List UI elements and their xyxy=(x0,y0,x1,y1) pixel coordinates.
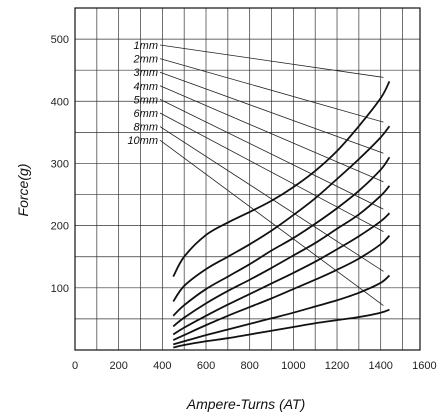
x-tick-label: 1600 xyxy=(412,360,436,372)
legend-label-3mm: 3mm xyxy=(134,67,158,79)
legend-leader-1mm xyxy=(159,44,384,78)
x-axis-ticks: 0 200 400 600 800 1000 1200 1400 1600 xyxy=(72,360,437,372)
x-tick-label: 200 xyxy=(109,360,127,372)
x-tick-label: 1200 xyxy=(325,360,349,372)
series-line-8mm xyxy=(173,274,391,346)
legend-leader-6mm xyxy=(159,112,384,232)
y-axis-label: Force(g) xyxy=(15,164,31,217)
grid-lines xyxy=(75,8,420,350)
series-line-4mm xyxy=(172,185,391,328)
x-tick-label: 1400 xyxy=(368,360,392,372)
series-line-5mm xyxy=(172,212,391,336)
y-axis-ticks: 100 200 300 400 500 xyxy=(51,34,69,295)
plot-frame xyxy=(74,7,421,351)
legend-label-4mm: 4mm xyxy=(134,81,158,93)
legend-leader-2mm xyxy=(159,58,384,123)
legend-label-8mm: 8mm xyxy=(134,122,158,134)
y-tick-label: 500 xyxy=(51,34,69,46)
legend-leader-10mm xyxy=(159,139,384,306)
legend-label-2mm: 2mm xyxy=(133,54,158,66)
x-axis-label: Ampere-Turns (AT) xyxy=(186,396,306,412)
legend-leader-5mm xyxy=(159,99,384,210)
legend-label-6mm: 6mm xyxy=(134,108,158,120)
x-tick-label: 1000 xyxy=(281,360,305,372)
y-tick-label: 100 xyxy=(51,283,69,295)
legend-leader-4mm xyxy=(159,85,384,183)
data-series xyxy=(172,80,391,349)
y-tick-label: 400 xyxy=(51,96,69,108)
series-line-10mm xyxy=(173,308,390,349)
x-tick-label: 400 xyxy=(153,360,171,372)
series-line-6mm xyxy=(172,234,391,341)
y-tick-label: 200 xyxy=(51,221,69,233)
legend-label-1mm: 1mm xyxy=(134,40,158,52)
series-line-3mm xyxy=(172,156,391,317)
legend-label-5mm: 5mm xyxy=(134,94,158,106)
y-tick-label: 300 xyxy=(51,158,69,170)
x-tick-label: 600 xyxy=(197,360,215,372)
legend-label-10mm: 10mm xyxy=(127,135,158,147)
legend-leader-lines xyxy=(159,44,384,306)
legend-leader-8mm xyxy=(159,126,384,272)
series-line-2mm xyxy=(172,125,391,303)
series-line-1mm xyxy=(172,80,391,278)
x-tick-label: 0 xyxy=(72,360,78,372)
x-tick-label: 800 xyxy=(241,360,259,372)
